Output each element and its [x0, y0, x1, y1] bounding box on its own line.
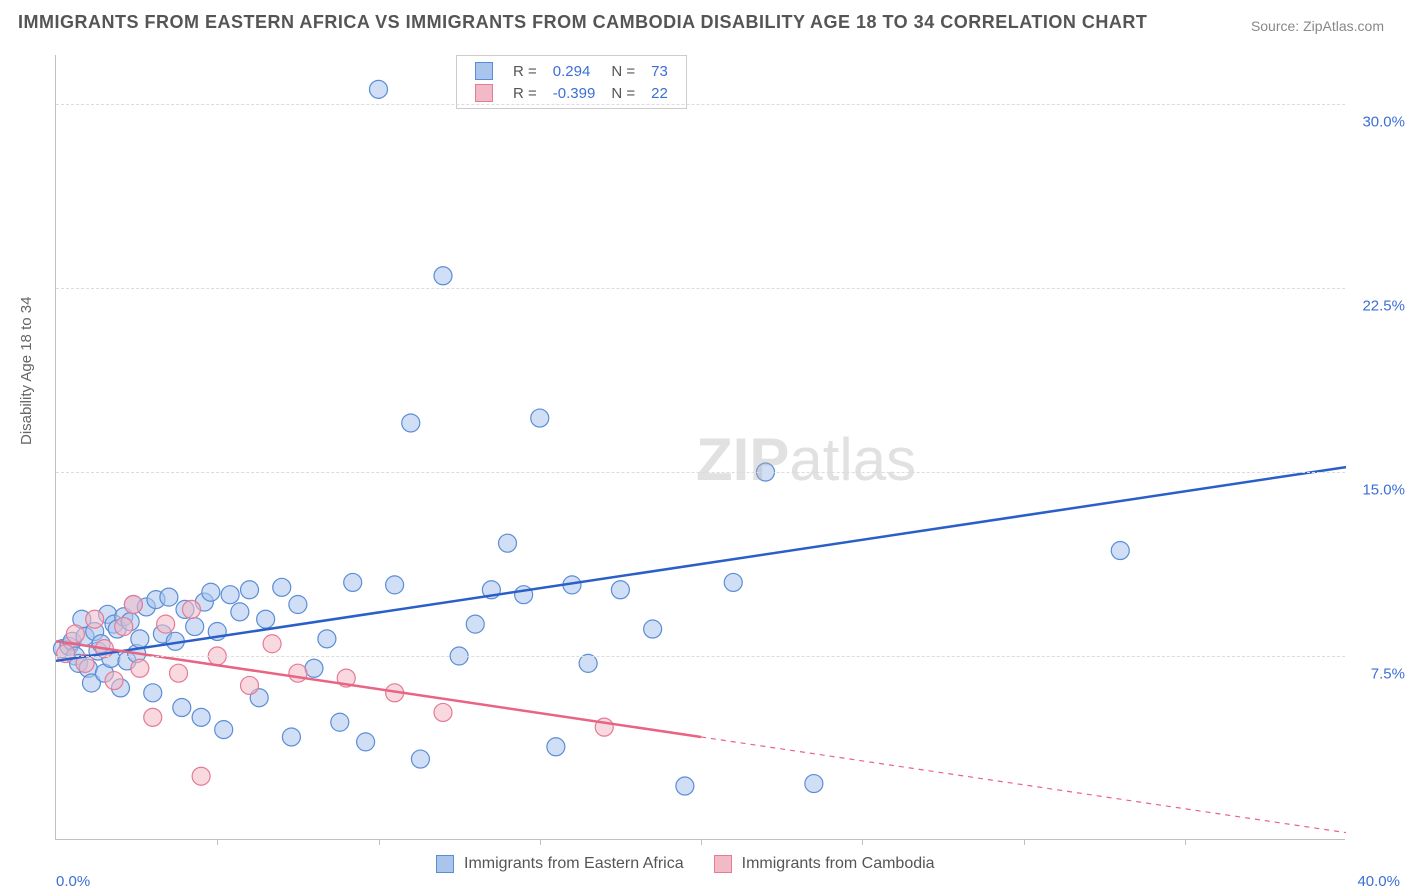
source-attribution: Source: ZipAtlas.com — [1251, 18, 1384, 34]
data-point — [282, 728, 300, 746]
data-point — [131, 630, 149, 648]
data-point — [192, 767, 210, 785]
legend-item-0: Immigrants from Eastern Africa — [436, 855, 684, 873]
data-point — [86, 610, 104, 628]
legend-row-series-1: R = -0.399 N = 22 — [467, 82, 676, 104]
xtick-mark — [1024, 839, 1025, 845]
data-point — [644, 620, 662, 638]
xtick-mark — [540, 839, 541, 845]
data-point — [466, 615, 484, 633]
data-point — [515, 586, 533, 604]
data-point — [157, 615, 175, 633]
data-point — [370, 80, 388, 98]
data-point — [1111, 542, 1129, 560]
legend-series: Immigrants from Eastern Africa Immigrant… — [436, 855, 935, 873]
y-axis-label: Disability Age 18 to 34 — [18, 297, 35, 445]
data-point — [105, 672, 123, 690]
legend-item-1: Immigrants from Cambodia — [714, 855, 935, 873]
data-point — [131, 659, 149, 677]
legend-correlation: R = 0.294 N = 73 R = -0.399 N = 22 — [456, 55, 687, 109]
legend-label-1: Immigrants from Cambodia — [742, 855, 935, 873]
legend-N-label: N — [611, 63, 622, 80]
xtick-mark — [379, 839, 380, 845]
data-point — [115, 618, 133, 636]
legend-R-value-1: -0.399 — [545, 82, 604, 104]
data-point — [144, 684, 162, 702]
data-point — [66, 625, 84, 643]
swatch-series-1 — [475, 84, 493, 102]
chart-title: IMMIGRANTS FROM EASTERN AFRICA VS IMMIGR… — [18, 12, 1147, 33]
data-point — [357, 733, 375, 751]
data-point — [192, 708, 210, 726]
plot-area: ZIPatlas R = 0.294 N = 73 R = -0.399 N =… — [55, 55, 1345, 840]
swatch-series-0 — [475, 62, 493, 80]
data-point — [305, 659, 323, 677]
data-point — [547, 738, 565, 756]
data-point — [144, 708, 162, 726]
data-point — [331, 713, 349, 731]
data-point — [676, 777, 694, 795]
trend-line-dashed — [701, 737, 1346, 833]
data-point — [215, 721, 233, 739]
gridline-h — [56, 656, 1345, 657]
data-point — [724, 573, 742, 591]
legend-table: R = 0.294 N = 73 R = -0.399 N = 22 — [467, 60, 676, 104]
legend-R-value-0: 0.294 — [545, 60, 604, 82]
gridline-h — [56, 288, 1345, 289]
xtick-right: 40.0% — [1357, 873, 1400, 890]
swatch-bottom-0 — [436, 855, 454, 873]
data-point — [124, 596, 142, 614]
data-point — [499, 534, 517, 552]
xtick-mark — [217, 839, 218, 845]
data-point — [318, 630, 336, 648]
data-point — [263, 635, 281, 653]
data-point — [241, 581, 259, 599]
data-point — [182, 600, 200, 618]
ytick-label: 15.0% — [1362, 482, 1405, 499]
data-point — [241, 676, 259, 694]
data-point — [434, 267, 452, 285]
legend-N-value-1: 22 — [643, 82, 676, 104]
data-point — [202, 583, 220, 601]
legend-label-0: Immigrants from Eastern Africa — [464, 855, 684, 873]
swatch-bottom-1 — [714, 855, 732, 873]
legend-R-label: R — [513, 63, 524, 80]
data-point — [289, 664, 307, 682]
xtick-mark — [701, 839, 702, 845]
gridline-h — [56, 104, 1345, 105]
legend-row-series-0: R = 0.294 N = 73 — [467, 60, 676, 82]
data-point — [402, 414, 420, 432]
data-point — [289, 596, 307, 614]
data-point — [344, 573, 362, 591]
data-point — [386, 576, 404, 594]
gridline-h — [56, 472, 1345, 473]
data-point — [531, 409, 549, 427]
data-point — [186, 618, 204, 636]
ytick-label: 7.5% — [1371, 666, 1405, 683]
legend-N-value-0: 73 — [643, 60, 676, 82]
data-point — [273, 578, 291, 596]
data-point — [579, 654, 597, 672]
data-point — [231, 603, 249, 621]
data-point — [170, 664, 188, 682]
xtick-left: 0.0% — [56, 873, 90, 890]
xtick-mark — [862, 839, 863, 845]
ytick-label: 30.0% — [1362, 114, 1405, 131]
data-point — [257, 610, 275, 628]
data-point — [221, 586, 239, 604]
data-point — [805, 775, 823, 793]
data-point — [160, 588, 178, 606]
data-point — [411, 750, 429, 768]
data-point — [611, 581, 629, 599]
data-point — [173, 699, 191, 717]
chart-svg — [56, 55, 1345, 839]
ytick-label: 22.5% — [1362, 298, 1405, 315]
trend-line — [56, 467, 1346, 661]
data-point — [434, 703, 452, 721]
xtick-mark — [1185, 839, 1186, 845]
